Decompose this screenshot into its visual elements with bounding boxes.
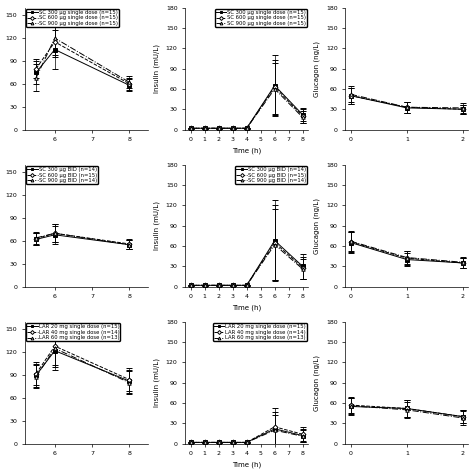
Legend: SC 300 μg single dose (n=15), SC 600 μg single dose (n=15), SC 900 μg single dos: SC 300 μg single dose (n=15), SC 600 μg … [26,9,118,27]
Legend: SC 300 μg BID (n=14), SC 600 μg BID (n=15), SC 900 μg BID (n=14): SC 300 μg BID (n=14), SC 600 μg BID (n=1… [26,166,98,184]
Y-axis label: Insulin (mU/L): Insulin (mU/L) [154,358,160,407]
X-axis label: Time (h): Time (h) [232,462,261,468]
Y-axis label: Glucagon (ng/L): Glucagon (ng/L) [314,41,320,97]
Y-axis label: Glucagon (ng/L): Glucagon (ng/L) [314,198,320,254]
Legend: LAR 20 mg single dose (n=15), LAR 40 mg single dose (n=14), LAR 60 mg single dos: LAR 20 mg single dose (n=15), LAR 40 mg … [213,323,307,341]
X-axis label: Time (h): Time (h) [232,148,261,155]
Legend: SC 300 μg BID (n=14), SC 600 μg BID (n=15), SC 900 μg BID (n=14): SC 300 μg BID (n=14), SC 600 μg BID (n=1… [235,166,307,184]
Y-axis label: Insulin (mU/L): Insulin (mU/L) [154,201,160,250]
Legend: LAR 20 mg single dose (n=15), LAR 40 mg single dose (n=14), LAR 60 mg single dos: LAR 20 mg single dose (n=15), LAR 40 mg … [26,323,120,341]
X-axis label: Time (h): Time (h) [232,305,261,311]
Legend: SC 300 μg single dose (n=15), SC 600 μg single dose (n=15), SC 900 μg single dos: SC 300 μg single dose (n=15), SC 600 μg … [215,9,307,27]
Y-axis label: Insulin (mU/L): Insulin (mU/L) [154,44,160,93]
Y-axis label: Glucagon (ng/L): Glucagon (ng/L) [314,355,320,411]
